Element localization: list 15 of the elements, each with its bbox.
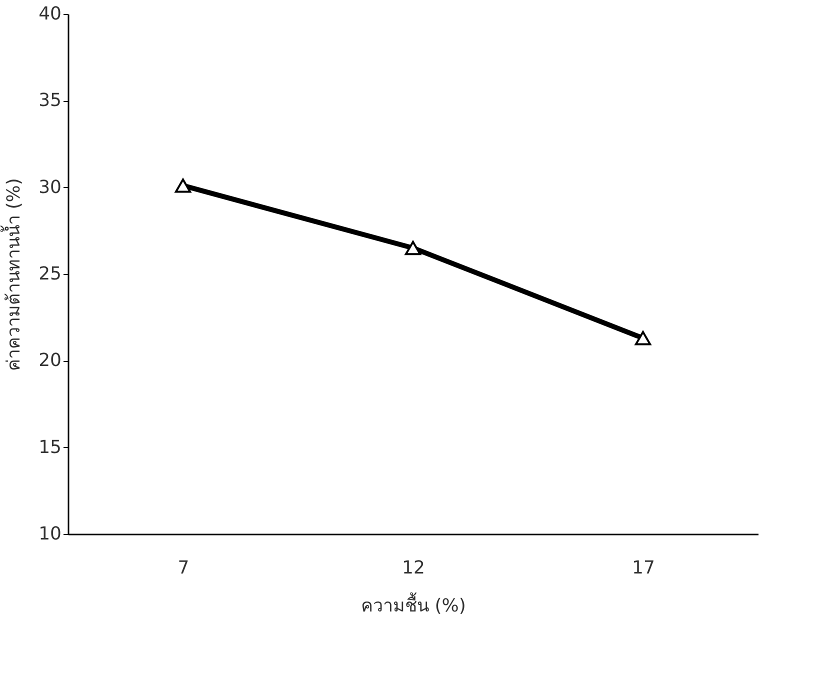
point <box>174 178 192 193</box>
y-tick-label: 35 <box>38 90 62 112</box>
x-tick-label: 12 <box>402 558 425 578</box>
x-tick-label: 17 <box>632 558 655 578</box>
y-tick-label: 25 <box>38 264 62 284</box>
y-tick-label: 30 <box>38 176 62 198</box>
x-axis-title: ความชื้น (%) <box>361 592 466 616</box>
x-tick-label: 7 <box>178 558 190 578</box>
y-axis-title: ค่าความต้านทานน้ำ (%) <box>0 178 25 371</box>
y-tick-label: 15 <box>38 436 62 458</box>
y-tick-label: 20 <box>38 350 62 372</box>
point <box>404 240 422 256</box>
point <box>634 331 652 346</box>
y-tick-label: 40 <box>38 4 62 24</box>
y-tick-label: 10 <box>38 524 62 544</box>
